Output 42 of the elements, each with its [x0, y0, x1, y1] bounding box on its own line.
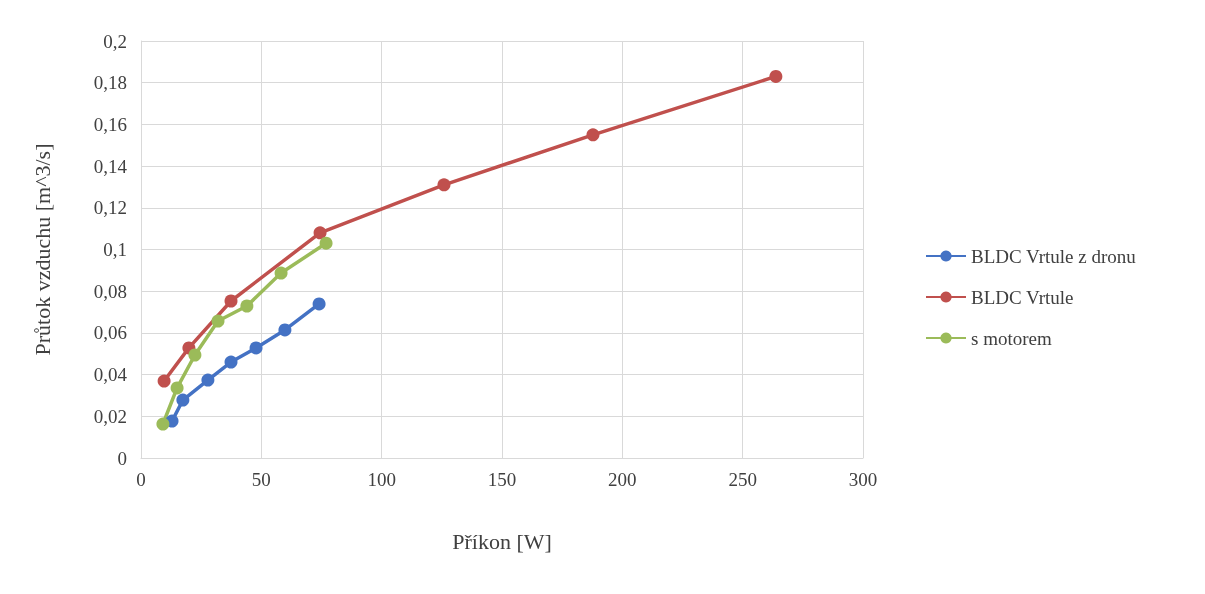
point — [224, 355, 238, 369]
point — [586, 128, 600, 142]
point — [319, 236, 333, 250]
point — [249, 341, 263, 355]
y-tick-label: 0,14 — [93, 155, 128, 177]
y-tick-label: 0,16 — [93, 113, 127, 135]
y-tick-label: 0,2 — [103, 30, 127, 52]
x-tick-label: 50 — [251, 469, 271, 490]
x-tick-label: 100 — [367, 469, 396, 490]
legend-label: s motorem — [971, 327, 1052, 349]
y-tick-label: 0,04 — [93, 364, 128, 386]
x-tick-label: 150 — [487, 469, 517, 490]
x-tick-label: 0 — [136, 469, 146, 490]
x-tick-label: 300 — [848, 469, 878, 490]
point — [211, 314, 225, 328]
point — [170, 381, 184, 395]
point — [278, 323, 292, 337]
point — [157, 374, 171, 388]
point — [769, 69, 783, 83]
point — [437, 178, 451, 192]
legend-label: BLDC Vrtule — [971, 286, 1074, 308]
y-tick-label: 0 — [117, 447, 127, 469]
point — [176, 393, 190, 407]
y-tick-label: 0,06 — [93, 322, 127, 344]
y-tick-label: 0,12 — [93, 197, 127, 219]
point — [224, 294, 238, 308]
y-tick-label: 0,18 — [93, 72, 127, 94]
point — [313, 226, 327, 240]
point — [201, 373, 215, 387]
point — [156, 417, 170, 431]
y-tick-label: 0,1 — [103, 239, 127, 260]
point — [188, 348, 202, 362]
y-axis-title: Průtok vzduchu [m^3/s] — [29, 143, 55, 356]
y-tick-label: 0,02 — [93, 405, 127, 427]
point — [240, 299, 254, 313]
x-tick-label: 200 — [608, 469, 637, 490]
x-axis-title: Příkon [W] — [452, 528, 552, 554]
y-tick-label: 0,08 — [93, 280, 127, 302]
legend-label: BLDC Vrtule z dronu — [971, 245, 1137, 267]
x-tick-label: 250 — [728, 469, 757, 490]
point — [274, 266, 288, 280]
point — [312, 297, 326, 311]
